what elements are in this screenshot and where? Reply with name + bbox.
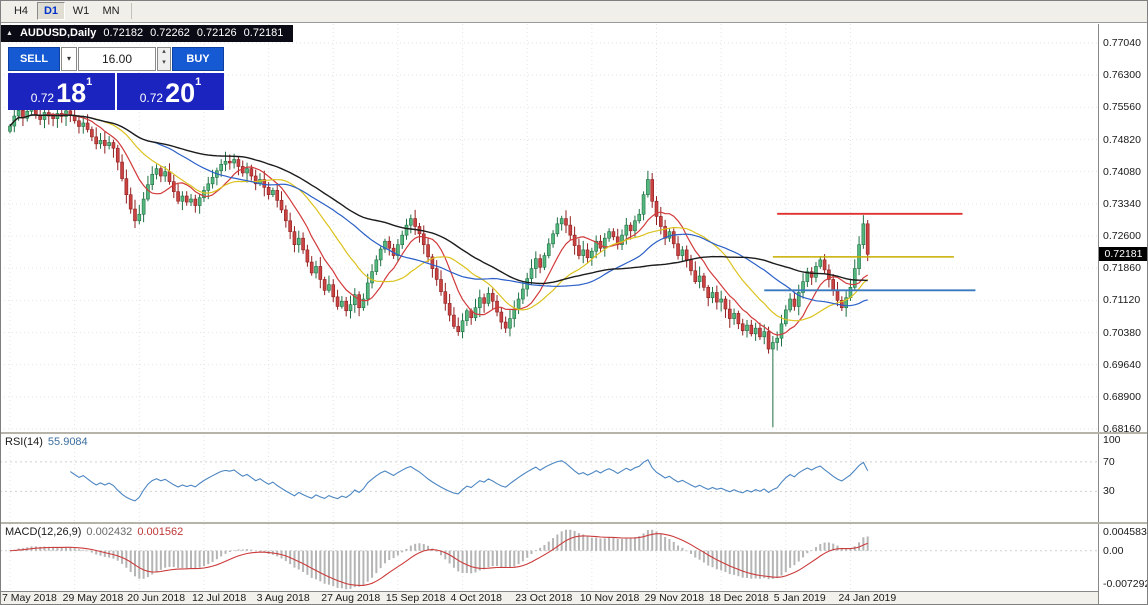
timeframe-toolbar: H4 D1 W1 MN (0, 0, 1148, 23)
macd-main-value: 0.002432 (86, 526, 133, 538)
one-click-trading-panel: SELL ▾ 16.00 ▴ ▾ BUY 0.72 18 1 0.72 20 1 (8, 47, 224, 110)
buy-price-prefix: 0.72 (139, 91, 164, 105)
rsi-pane-title: RSI(14) 55.9084 (5, 436, 88, 448)
timeframe-button-h4[interactable]: H4 (7, 2, 35, 20)
timeframe-button-mn[interactable]: MN (97, 2, 125, 20)
macd-pane-title: MACD(12,26,9) 0.002432 0.001562 (5, 526, 183, 538)
sell-price-pipette: 1 (86, 76, 93, 88)
collapse-icon[interactable]: ▲ (6, 29, 13, 37)
close-value: 0.72181 (243, 27, 284, 39)
pane-splitter-rsi[interactable] (0, 432, 1148, 434)
rsi-value: 55.9084 (47, 436, 88, 448)
spinner-down-icon[interactable]: ▾ (162, 59, 166, 66)
timeframe-button-d1[interactable]: D1 (37, 2, 65, 20)
sell-button[interactable]: SELL (8, 47, 60, 71)
sell-price-prefix: 0.72 (30, 91, 55, 105)
volume-stepper[interactable]: ▴ ▾ (157, 47, 171, 71)
rsi-title-label: RSI(14) (5, 436, 43, 448)
macd-layer (9, 529, 869, 590)
high-value: 0.72262 (150, 27, 190, 39)
toolbar-separator (131, 3, 132, 19)
sell-price-display[interactable]: 0.72 18 1 (8, 73, 115, 110)
macd-title-label: MACD(12,26,9) (5, 526, 82, 538)
timeframe-button-w1[interactable]: W1 (67, 2, 95, 20)
candles-layer[interactable] (8, 99, 870, 428)
time-scale-strip[interactable] (0, 591, 1098, 605)
low-value: 0.72126 (196, 27, 237, 39)
rsi-layer (69, 458, 869, 502)
symbol-label: AUDUSD,Daily (19, 27, 97, 39)
chevron-down-icon: ▾ (66, 54, 71, 63)
current-price-badge: 0.72181 (1099, 247, 1148, 262)
volume-input[interactable]: 16.00 (78, 47, 156, 71)
volume-dropdown-button[interactable]: ▾ (61, 47, 77, 71)
buy-button[interactable]: BUY (172, 47, 224, 71)
buy-price-display[interactable]: 0.72 20 1 (117, 73, 224, 110)
moving-averages-layer (9, 113, 869, 336)
price-scale-column[interactable] (1098, 24, 1148, 605)
spinner-up-icon[interactable]: ▴ (162, 48, 166, 55)
buy-price-pipette: 1 (195, 76, 202, 88)
buy-price-big: 20 (165, 78, 196, 109)
macd-signal-value: 0.001562 (137, 526, 184, 538)
chart-title-bar: ▲ AUDUSD,Daily 0.72182 0.72262 0.72126 0… (1, 25, 294, 42)
drawings-layer[interactable] (764, 212, 976, 292)
sell-price-big: 18 (56, 78, 87, 109)
grid-layer (0, 24, 1097, 590)
pane-splitter-macd[interactable] (0, 522, 1148, 524)
open-value: 0.72182 (103, 27, 144, 39)
